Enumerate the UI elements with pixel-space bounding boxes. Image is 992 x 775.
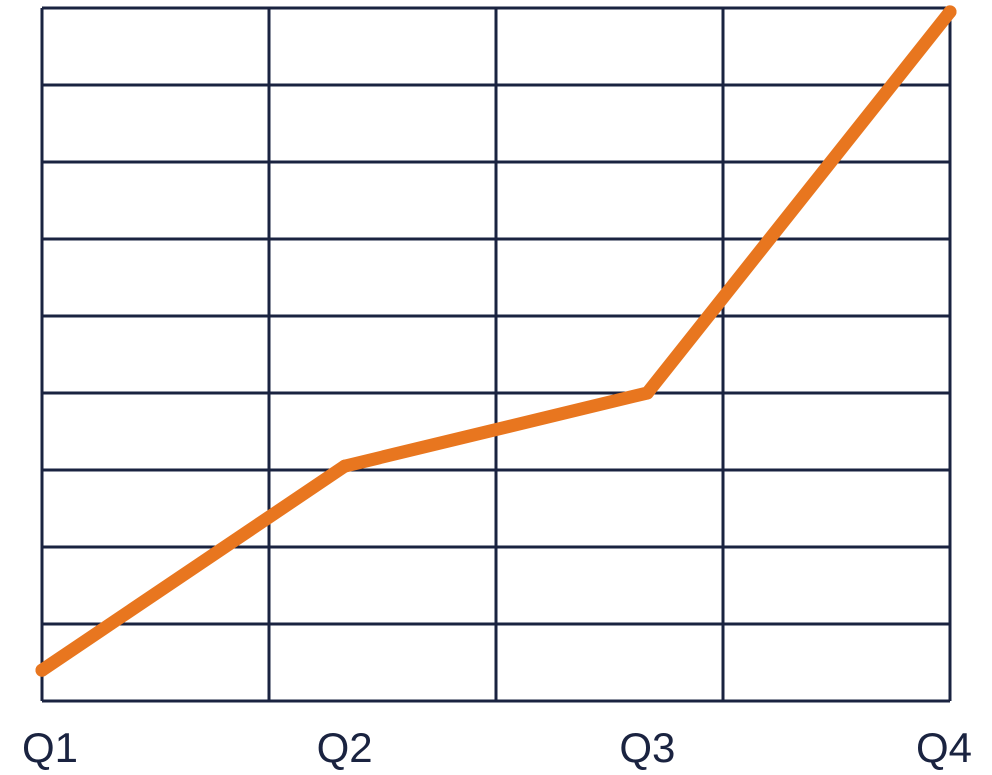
data-point-q2 bbox=[338, 459, 352, 473]
series-layer bbox=[35, 5, 957, 677]
x-tick-label: Q1 bbox=[22, 724, 78, 770]
series-line bbox=[35, 5, 957, 677]
x-tick-label: Q2 bbox=[317, 724, 373, 770]
grid bbox=[40, 6, 952, 703]
data-point-q3 bbox=[640, 386, 654, 400]
x-tick-label: Q3 bbox=[619, 724, 675, 770]
x-axis-ticks: Q1 Q2 Q3 Q4 bbox=[22, 724, 972, 771]
data-point-q1 bbox=[35, 663, 49, 677]
x-tick-label: Q4 bbox=[916, 724, 972, 770]
data-point-q4 bbox=[943, 5, 957, 19]
